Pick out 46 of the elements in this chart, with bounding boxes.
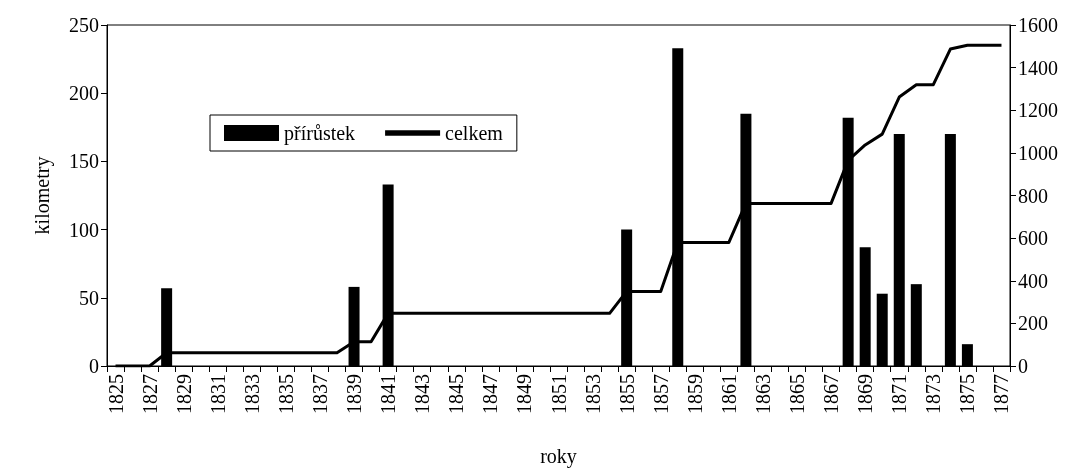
x-tick-label: 1825 [104,374,127,414]
x-tick-label: 1833 [240,374,263,414]
y-tick-label: 50 [79,286,99,309]
y-tick-label: 250 [69,14,99,36]
y-axis-title: kilometry [31,156,54,235]
y2-tick-label: 1600 [1018,14,1058,36]
y-tick-label: 150 [69,150,99,173]
x-tick-label: 1847 [479,374,502,414]
y2-tick-label: 1000 [1018,141,1058,164]
x-tick-label: 1871 [888,374,911,414]
y-tick-label: 100 [69,218,99,241]
x-tick-label: 1873 [922,374,945,414]
legend-label: celkem [445,122,504,144]
x-tick-label: 1845 [445,374,468,414]
x-tick-label: 1841 [377,374,400,414]
y2-tick-label: 400 [1018,269,1048,292]
x-tick-label: 1835 [274,374,297,414]
y2-tick-label: 0 [1018,355,1028,377]
x-tick-label: 1855 [615,374,638,414]
x-tick-label: 1875 [956,374,979,414]
legend-label: přírůstek [284,122,356,145]
x-tick-label: 1849 [513,374,536,414]
x-tick-label: 1843 [411,374,434,414]
x-tick-label: 1853 [581,374,604,414]
x-tick-label: 1869 [854,374,877,414]
x-tick-label: 1861 [717,374,740,414]
x-tick-label: 1851 [547,374,570,414]
y2-tick-label: 600 [1018,227,1048,250]
x-tick-label: 1865 [786,374,809,414]
x-tick-label: 1867 [820,374,843,414]
x-tick-label: 1877 [990,374,1013,414]
x-axis-title: roky [540,445,577,468]
x-tick-label: 1829 [172,374,195,414]
y2-tick-label: 800 [1018,184,1048,207]
x-tick-label: 1827 [138,374,161,414]
y-tick-label: 200 [69,82,99,105]
y2-tick-label: 200 [1018,312,1048,335]
x-tick-label: 1859 [683,374,706,414]
x-tick-label: 1857 [649,374,672,414]
y2-tick-label: 1400 [1018,56,1058,79]
x-tick-label: 1863 [751,374,774,414]
y-tick-label: 0 [89,355,99,377]
y2-tick-label: 1200 [1018,99,1058,122]
x-tick-label: 1839 [343,374,366,414]
x-tick-label: 1837 [308,374,331,414]
x-tick-label: 1831 [206,374,229,414]
